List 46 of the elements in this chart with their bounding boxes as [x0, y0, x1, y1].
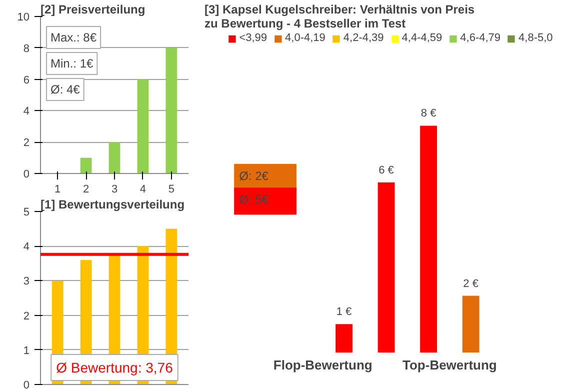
bar	[378, 182, 395, 352]
y-tick-label: 2	[23, 310, 30, 322]
y-tick-label: 4	[23, 106, 30, 118]
text: Ø: 5€	[239, 192, 269, 207]
text: Top-Bewertung	[402, 357, 497, 372]
y-tick-label: 4	[23, 241, 30, 254]
y-tick-label: 8	[23, 42, 30, 55]
data-label: 2 €	[463, 278, 478, 290]
annotation: Min.: 1€	[50, 56, 94, 70]
chart-title: [3] Kapsel Kugelschreiber: Verhältnis von Preis zu Bewertung - 4 Bestseller im Test	[204, 2, 475, 30]
y-tick-label: 3	[23, 276, 30, 288]
legend-label: 4,4-4,59	[402, 32, 442, 44]
data-label: 6 €	[378, 164, 394, 176]
y-tick-label: 6	[23, 74, 30, 86]
chart-title: [2] Preisverteilung	[40, 2, 146, 16]
chart-title: [1] Bewertungsverteilung	[40, 198, 185, 212]
legend-label: <3,99	[239, 32, 268, 44]
text: Ø: 2€	[239, 168, 269, 183]
bar	[166, 48, 178, 174]
data-label: 8 €	[420, 108, 436, 120]
legend-label: 4,8-5,0	[518, 32, 553, 44]
bar	[336, 324, 352, 352]
legend-label: 4,6-4,79	[460, 32, 501, 44]
x-tick-label: 4	[140, 184, 146, 196]
text: Flop-Bewertung	[273, 357, 372, 372]
y-tick-label: 1	[23, 344, 30, 357]
data-label: 1 €	[336, 306, 352, 318]
legend-label: 4,0-4,19	[285, 32, 326, 44]
annotation: Max.: 8€	[50, 30, 97, 44]
y-tick-label: 0	[23, 380, 30, 390]
y-tick-label: 0	[23, 168, 30, 180]
bar	[80, 158, 92, 174]
y-tick-label: 5	[23, 206, 30, 218]
bar	[108, 142, 120, 174]
y-tick-label: 2	[23, 137, 30, 150]
annotation: Ø: 4€	[50, 82, 80, 96]
bar	[420, 126, 437, 352]
bar	[462, 296, 480, 352]
x-tick-label: 5	[168, 184, 174, 196]
annotation: Ø Bewertung: 3,76	[56, 360, 174, 376]
x-tick-label: 2	[82, 184, 90, 196]
y-tick-label: 10	[17, 12, 30, 24]
legend-label: 4,2-4,39	[343, 32, 384, 44]
x-tick-label: 3	[111, 184, 118, 196]
bar	[137, 79, 149, 174]
x-tick-label: 1	[54, 184, 61, 196]
